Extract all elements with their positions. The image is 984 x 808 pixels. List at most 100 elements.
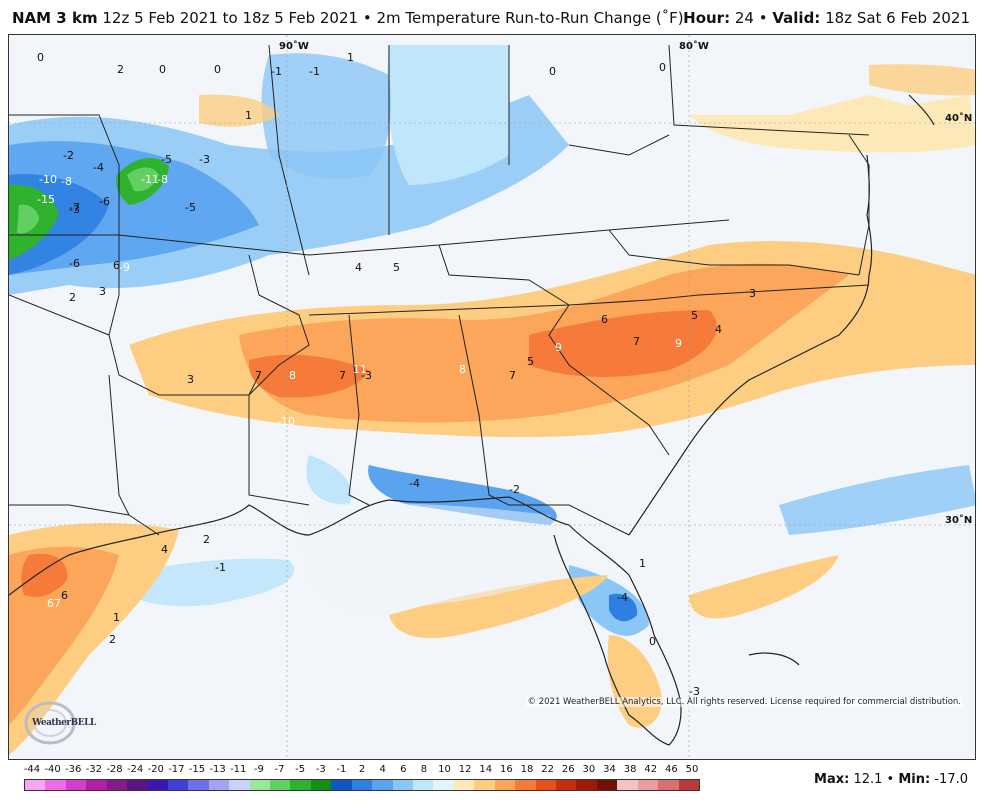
station-value: -4 bbox=[409, 477, 420, 490]
stats-bullet: • bbox=[886, 772, 895, 787]
colorbar-label: -15 bbox=[188, 764, 206, 775]
station-value: 9 bbox=[675, 337, 682, 350]
hour-label: Hour: bbox=[683, 9, 731, 27]
min-value: -17.0 bbox=[934, 772, 968, 787]
colorbar-label: 26 bbox=[561, 764, 575, 775]
station-value: -7 bbox=[69, 201, 80, 214]
station-value: 8 bbox=[289, 369, 296, 382]
colorbar-label: -7 bbox=[274, 764, 285, 775]
station-value: 5 bbox=[393, 261, 400, 274]
colorbar-swatch bbox=[147, 780, 168, 790]
colorbar-label: 8 bbox=[420, 764, 428, 775]
station-value: -1 bbox=[309, 65, 320, 78]
weatherbell-logo-icon bbox=[24, 701, 76, 745]
station-value: -4 bbox=[93, 161, 104, 174]
station-value: -5 bbox=[185, 201, 196, 214]
colorbar-swatch bbox=[229, 780, 250, 790]
colorbar-label: 12 bbox=[458, 764, 472, 775]
coastlines bbox=[9, 94, 935, 746]
state-borders bbox=[9, 44, 870, 536]
colorbar-swatch bbox=[208, 780, 230, 790]
colorbar-swatch bbox=[45, 780, 66, 790]
colorbar-label: -13 bbox=[209, 764, 226, 775]
colorbar-swatch bbox=[188, 780, 209, 790]
colorbar bbox=[24, 779, 700, 791]
station-value: -3 bbox=[69, 203, 80, 216]
station-value: 8 bbox=[459, 363, 466, 376]
colorbar-label: 22 bbox=[541, 764, 554, 775]
station-value: 2 bbox=[69, 291, 76, 304]
title-bullet: • bbox=[362, 9, 372, 27]
colorbar-swatch bbox=[576, 780, 597, 790]
station-value: 6 bbox=[601, 313, 608, 326]
station-value: -10 bbox=[39, 173, 57, 186]
colorbar-swatch bbox=[331, 780, 352, 790]
model-name: NAM 3 km bbox=[12, 9, 98, 27]
lon-label-90w: 90˚W bbox=[279, 40, 309, 52]
station-value: -2 bbox=[509, 483, 520, 496]
station-value: 5 bbox=[691, 309, 698, 322]
station-value: -3 bbox=[199, 153, 210, 166]
colorbar-label: 10 bbox=[438, 764, 451, 775]
colorbar-label: -17 bbox=[168, 764, 185, 775]
colorbar-swatch bbox=[515, 780, 536, 790]
colorbar-swatch bbox=[392, 780, 414, 790]
colorbar-swatch bbox=[617, 780, 638, 790]
colorbar-swatch bbox=[270, 780, 291, 790]
station-value: -8 bbox=[157, 173, 168, 186]
station-value: 7 bbox=[509, 369, 516, 382]
colorbar-swatch bbox=[658, 780, 679, 790]
min-label: Min: bbox=[898, 772, 931, 787]
valid-value: 18z Sat 6 Feb 2021 bbox=[825, 9, 970, 27]
station-value: 4 bbox=[355, 261, 362, 274]
station-value: 7 bbox=[255, 369, 262, 382]
station-value: 2 bbox=[203, 533, 210, 546]
colorbar-label: 50 bbox=[685, 764, 699, 775]
max-label: Max: bbox=[814, 772, 850, 787]
station-value: 0 bbox=[649, 635, 656, 648]
colorbar-swatch bbox=[494, 780, 516, 790]
graticule bbox=[9, 35, 975, 759]
colorbar-swatch bbox=[25, 780, 46, 790]
station-value: 1 bbox=[347, 51, 354, 64]
logo-text: WeatherBELL bbox=[32, 718, 96, 728]
station-value: 0 bbox=[549, 65, 556, 78]
station-value: -10 bbox=[277, 415, 295, 428]
colorbar-label: -1 bbox=[336, 764, 347, 775]
station-value: 0 bbox=[37, 51, 44, 64]
colorbar-label: 42 bbox=[644, 764, 658, 775]
colorbar-swatch bbox=[413, 780, 434, 790]
colorbar-label: 18 bbox=[520, 764, 534, 775]
station-value: 9 bbox=[555, 341, 562, 354]
colorbar-swatch bbox=[596, 780, 618, 790]
colorbar-label: -40 bbox=[44, 764, 61, 775]
header-bar: NAM 3 km 12z 5 Feb 2021 to 18z 5 Feb 202… bbox=[0, 0, 984, 34]
colorbar-swatch bbox=[474, 780, 495, 790]
colorbar-swatch bbox=[453, 780, 475, 790]
station-value: 1 bbox=[639, 557, 646, 570]
temperature-change-map: 90˚W 80˚W 40˚N 30˚N 0 2 0 0 -1 -1 1 1 0 0 -2 -3 -4 -1… bbox=[8, 34, 976, 760]
lon-label-80w: 80˚W bbox=[679, 40, 709, 52]
station-value: -3 bbox=[689, 685, 700, 698]
colorbar-swatch bbox=[535, 780, 556, 790]
colorbar-label: 14 bbox=[479, 764, 493, 775]
colorbar-swatch bbox=[106, 780, 128, 790]
colorbar-label: -36 bbox=[65, 764, 82, 775]
colorbar-label: -3 bbox=[315, 764, 326, 775]
station-value: 1 bbox=[113, 611, 120, 624]
colorbar-label: -9 bbox=[253, 764, 264, 775]
max-min-stats: Max: 12.1 • Min: -17.0 bbox=[814, 772, 968, 787]
variable-name: 2m Temperature Run-to-Run Change (˚F) bbox=[376, 9, 684, 27]
station-value: 5 bbox=[527, 355, 534, 368]
colorbar-label: 46 bbox=[665, 764, 678, 775]
colorbar-label: 2 bbox=[358, 764, 366, 775]
colorbar-swatch bbox=[433, 780, 454, 790]
station-value: 2 bbox=[117, 63, 124, 76]
station-value: 0 bbox=[214, 63, 221, 76]
station-value: 6 bbox=[61, 589, 68, 602]
hour-value: 24 bbox=[734, 9, 754, 27]
colorbar-label: 34 bbox=[603, 764, 616, 775]
map-title: NAM 3 km 12z 5 Feb 2021 to 18z 5 Feb 202… bbox=[12, 9, 684, 27]
